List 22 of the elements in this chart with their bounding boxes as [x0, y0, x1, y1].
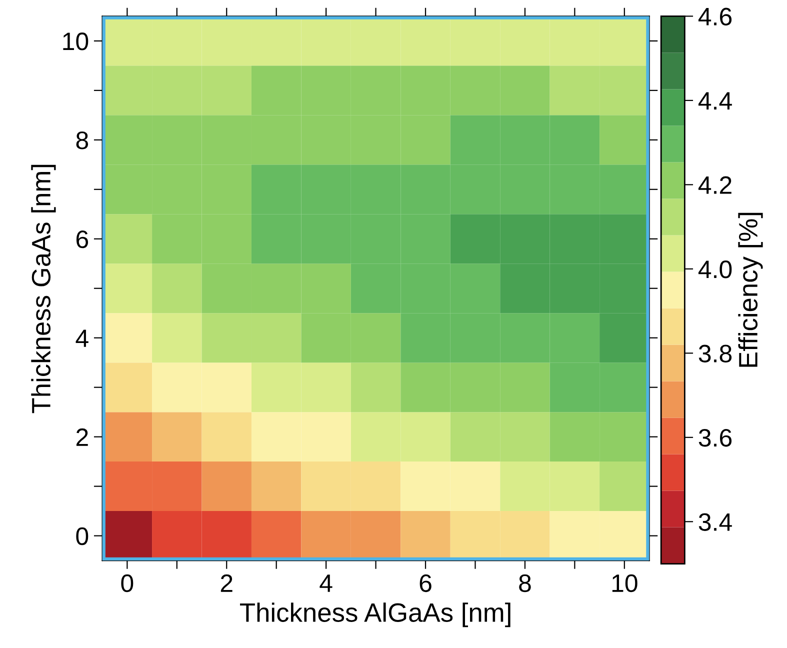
color-bar-label: 4.0	[698, 260, 732, 278]
x-tick-label: 2	[220, 574, 232, 592]
x-tick-label: 10	[612, 574, 638, 592]
x-axis-title: Thickness AlGaAs [nm]	[240, 602, 510, 628]
y-tick-label: 2	[76, 428, 88, 446]
x-tick-label: 0	[121, 574, 134, 592]
y-axis-title: Thickness GaAs [nm]	[31, 164, 56, 414]
color-bar-label: 4.2	[698, 176, 732, 194]
x-tick-label: 4	[320, 574, 332, 592]
x-tick-label: 8	[519, 574, 531, 592]
color-bar-label: 3.8	[698, 344, 732, 362]
color-bar-label: 3.6	[698, 429, 732, 447]
x-tick-label: 6	[420, 574, 432, 592]
color-bar-title: Efficiency [%]	[738, 212, 763, 367]
y-tick-label: 10	[63, 32, 88, 50]
y-tick-label: 8	[76, 132, 88, 150]
color-bar-label: 4.6	[698, 8, 732, 26]
color-bar-label: 3.4	[698, 513, 732, 531]
color-bar-label: 4.4	[698, 92, 732, 110]
y-tick-label: 6	[76, 230, 88, 248]
y-tick-label: 4	[76, 330, 88, 347]
y-tick-label: 0	[76, 527, 88, 546]
